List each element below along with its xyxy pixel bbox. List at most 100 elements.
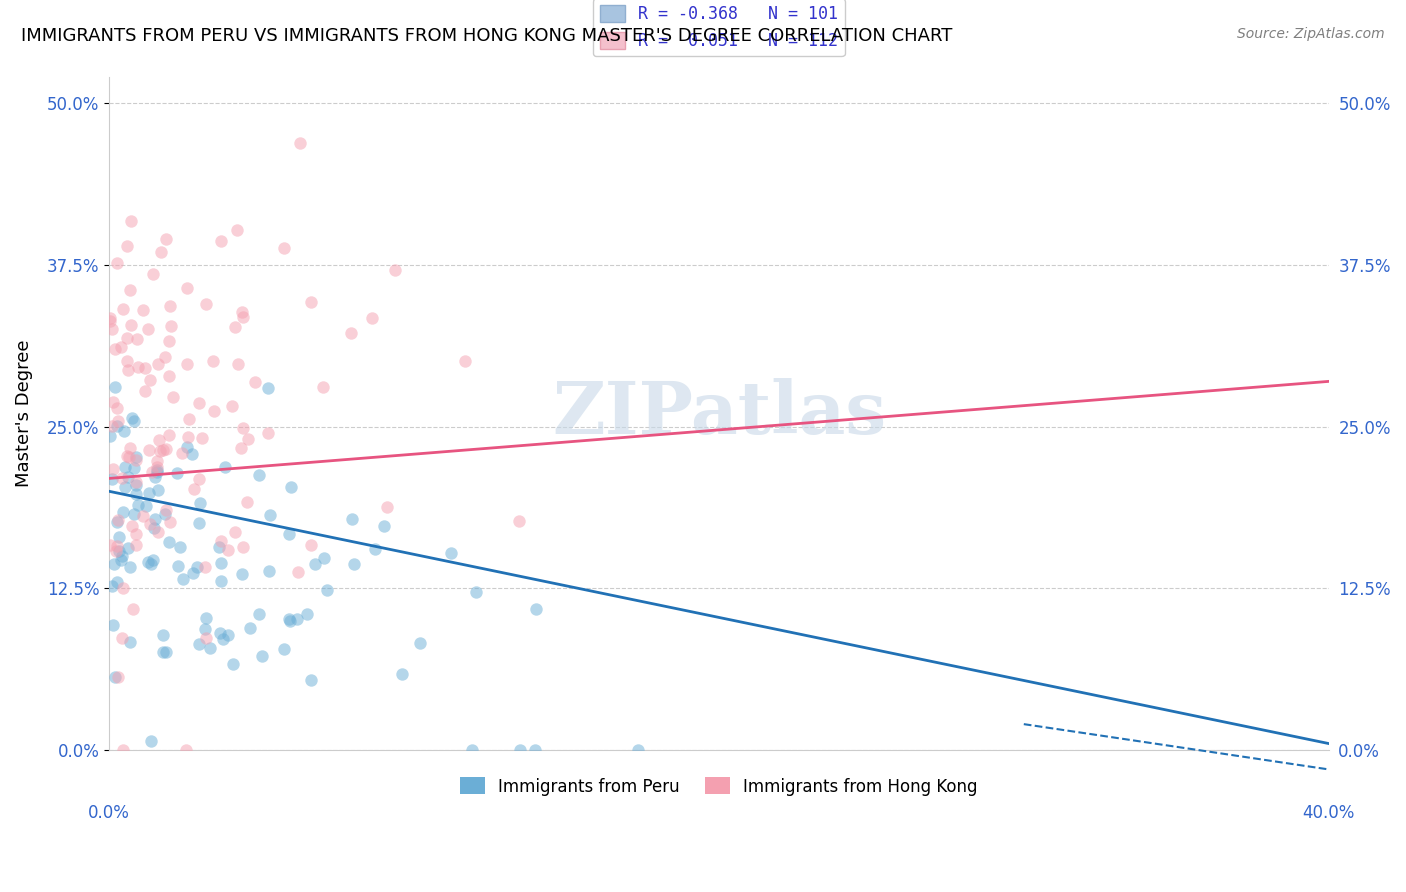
Point [181,566,204,580]
Point [153,350,176,364]
Point [120,214,142,228]
Point [232,540,254,554]
Point [157,535,180,549]
Point [375,500,398,514]
Point [142,267,165,281]
Point [316,582,339,597]
Point [287,565,309,579]
Point [304,557,326,571]
Point [155,644,177,658]
Point [135,500,157,514]
Point [143,512,166,526]
Point [115,449,138,463]
Point [101,395,124,409]
Point [159,428,181,442]
Point [100,472,122,486]
Point [104,670,127,684]
Point [98,429,121,443]
Point [278,615,301,629]
Point [127,359,149,374]
Y-axis label: Master's Degree: Master's Degree [15,340,32,487]
Point [146,454,169,468]
Point [124,526,146,541]
Point [159,515,181,529]
Point [125,332,148,346]
Point [461,743,484,757]
Point [257,564,280,578]
Point [226,357,249,371]
Point [118,560,141,574]
Point [98,310,121,325]
Point [142,521,165,535]
Point [194,560,217,574]
Point [125,453,148,467]
Point [440,546,463,560]
Point [224,319,246,334]
Point [152,645,174,659]
Point [138,485,160,500]
Point [194,622,217,636]
Point [232,310,254,324]
Point [187,396,209,410]
Text: 0.0%: 0.0% [89,805,131,822]
Point [217,542,239,557]
Point [247,467,270,482]
Point [105,539,128,553]
Point [134,361,156,376]
Point [209,625,232,640]
Point [285,612,308,626]
Point [157,369,180,384]
Point [159,299,181,313]
Point [295,607,318,621]
Point [239,621,262,635]
Point [120,318,142,332]
Point [273,241,295,255]
Point [166,466,188,480]
Point [111,582,134,596]
Point [117,541,139,555]
Point [121,411,143,425]
Point [146,525,169,540]
Point [103,557,125,571]
Point [176,441,198,455]
Point [299,538,322,552]
Point [181,447,204,461]
Point [124,538,146,552]
Point [117,239,139,253]
Point [299,295,322,310]
Point [118,283,141,297]
Point [217,628,239,642]
Point [118,441,141,455]
Point [191,431,214,445]
Text: ZIPatlas: ZIPatlas [553,378,886,450]
Point [125,475,148,490]
Point [152,442,174,457]
Point [278,526,301,541]
Point [105,255,128,269]
Point [231,566,253,581]
Point [125,486,148,500]
Point [259,508,281,523]
Point [117,354,139,368]
Point [198,640,221,655]
Point [107,530,129,544]
Point [149,443,172,458]
Point [136,555,159,569]
Point [194,631,217,645]
Point [148,483,170,497]
Point [162,390,184,404]
Point [209,556,232,570]
Point [524,743,547,757]
Point [188,516,211,530]
Point [111,743,134,757]
Point [139,517,162,532]
Point [209,534,232,549]
Point [288,136,311,150]
Point [202,353,225,368]
Point [176,357,198,371]
Point [104,380,127,394]
Point [150,244,173,259]
Point [409,636,432,650]
Point [134,384,156,398]
Point [107,544,129,558]
